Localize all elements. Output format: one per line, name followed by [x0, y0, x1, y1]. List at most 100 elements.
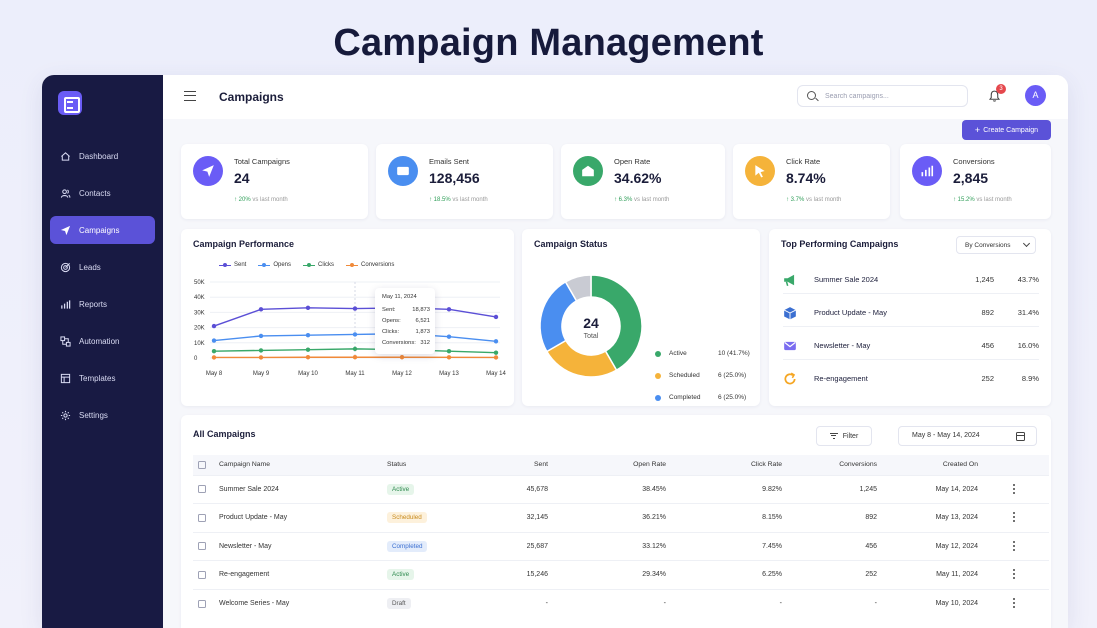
- more-options-icon[interactable]: [1012, 598, 1015, 609]
- sidebar-item-contacts[interactable]: Contacts: [50, 179, 155, 207]
- legend-item[interactable]: Conversions: [346, 262, 394, 268]
- data-point[interactable]: [446, 334, 452, 339]
- column-header-open-rate[interactable]: Open Rate: [548, 455, 666, 475]
- cell-campaign-name[interactable]: Re-engagement: [219, 560, 387, 589]
- cell-open-rate: 33.12%: [548, 531, 666, 561]
- search-box[interactable]: [797, 85, 968, 107]
- sidebar-item-dashboard[interactable]: Dashboard: [50, 142, 155, 170]
- donut-slice-active[interactable]: [590, 274, 643, 372]
- avatar[interactable]: A: [1025, 85, 1046, 106]
- filter-button[interactable]: Filter: [816, 426, 872, 446]
- data-point[interactable]: [446, 348, 452, 354]
- top-campaign-row[interactable]: Re-engagement 252 8.9%: [783, 365, 1039, 393]
- data-point[interactable]: [258, 348, 264, 353]
- legend-item[interactable]: Opens: [258, 262, 291, 268]
- data-point[interactable]: [211, 338, 217, 343]
- bar-chart-icon: [912, 156, 942, 186]
- sidebar-item-settings[interactable]: Settings: [50, 401, 155, 429]
- date-range-picker[interactable]: May 8 - May 14, 2024: [898, 426, 1037, 446]
- row-checkbox[interactable]: [198, 599, 206, 608]
- table-row[interactable]: Newsletter - May Completed 25,687 33.12% 7.4…: [193, 531, 1049, 561]
- top-campaign-row[interactable]: Summer Sale 2024 1,245 43.7%: [783, 266, 1039, 294]
- data-point[interactable]: [211, 355, 217, 360]
- more-options-icon[interactable]: [1012, 540, 1015, 552]
- data-point[interactable]: [493, 339, 499, 344]
- data-point[interactable]: [352, 306, 358, 311]
- table-row[interactable]: Re-engagement Active 15,246 29.34% 6.25% 252 M…: [193, 560, 1049, 589]
- row-checkbox[interactable]: [198, 513, 206, 522]
- tooltip-value: 18,873: [412, 307, 430, 313]
- sidebar: Dashboard Contacts Campaigns Leads Reports Au…: [42, 75, 163, 628]
- data-point[interactable]: [305, 347, 311, 352]
- row-checkbox[interactable]: [198, 542, 206, 551]
- cell-click-rate: -: [666, 588, 782, 618]
- data-point[interactable]: [305, 355, 311, 360]
- cell-campaign-name[interactable]: Welcome Series - May: [219, 588, 387, 618]
- more-options-icon[interactable]: [1012, 512, 1015, 523]
- legend-item[interactable]: Sent: [219, 262, 246, 268]
- data-point[interactable]: [211, 323, 217, 329]
- column-header-click-rate[interactable]: Click Rate: [666, 455, 782, 475]
- column-header-status[interactable]: Status: [387, 455, 506, 475]
- more-options-icon[interactable]: [1012, 569, 1015, 580]
- legend-item[interactable]: Clicks: [303, 262, 334, 268]
- table-row[interactable]: Summer Sale 2024 Active 45,678 38.45% 9.82% 1…: [193, 474, 1049, 504]
- tooltip-label: Opens:: [382, 318, 401, 324]
- sidebar-item-label: Dashboard: [79, 151, 119, 161]
- cell-campaign-name[interactable]: Product Update - May: [219, 503, 387, 532]
- top-campaign-row[interactable]: Product Update - May 892 31.4%: [783, 299, 1039, 327]
- more-options-icon[interactable]: [1012, 483, 1015, 495]
- cell-campaign-name[interactable]: Summer Sale 2024: [219, 474, 387, 504]
- column-header-name[interactable]: Campaign Name: [219, 455, 387, 475]
- y-tick-label: 30K: [194, 310, 205, 316]
- stat-change-value: 15.2%: [957, 197, 975, 203]
- top-campaign-row[interactable]: Newsletter - May 456 16.0%: [783, 332, 1039, 360]
- row-checkbox[interactable]: [198, 485, 206, 494]
- cell-campaign-name[interactable]: Newsletter - May: [219, 531, 387, 561]
- tooltip-value: 6,521: [415, 318, 430, 324]
- stat-change: ↑ 20% vs last month: [234, 197, 288, 203]
- data-point[interactable]: [352, 346, 358, 352]
- cursor-icon: [745, 156, 775, 186]
- target-icon: [59, 261, 71, 273]
- row-checkbox[interactable]: [198, 570, 206, 579]
- calendar-icon: [1016, 432, 1025, 441]
- data-point[interactable]: [446, 355, 452, 360]
- table-row[interactable]: Product Update - May Scheduled 32,145 36.21…: [193, 503, 1049, 532]
- data-point[interactable]: [258, 355, 264, 360]
- sidebar-item-templates[interactable]: Templates: [50, 364, 155, 392]
- stat-card: Open Rate 34.62% ↑ 6.3% vs last month: [561, 144, 725, 219]
- data-point[interactable]: [352, 355, 358, 360]
- data-point[interactable]: [305, 333, 311, 338]
- table-row[interactable]: Welcome Series - May Draft - - - - May 10, 202…: [193, 588, 1049, 618]
- app-logo[interactable]: [58, 91, 82, 115]
- menu-icon[interactable]: [184, 91, 196, 101]
- data-point[interactable]: [258, 307, 264, 312]
- search-input[interactable]: [825, 90, 963, 103]
- sidebar-item-leads[interactable]: Leads: [50, 253, 155, 281]
- data-point[interactable]: [305, 305, 311, 311]
- x-tick-label: May 10: [298, 371, 318, 377]
- data-point[interactable]: [399, 355, 405, 360]
- data-point[interactable]: [493, 350, 499, 355]
- data-point[interactable]: [493, 355, 499, 360]
- users-icon: [59, 187, 71, 199]
- sidebar-item-campaigns[interactable]: Campaigns: [50, 216, 155, 244]
- status-value: 6 (25.0%): [718, 372, 747, 379]
- data-point[interactable]: [211, 348, 217, 354]
- create-campaign-button[interactable]: + Create Campaign: [962, 120, 1051, 140]
- column-header-created-on[interactable]: Created On: [877, 455, 978, 475]
- data-point[interactable]: [446, 307, 452, 312]
- data-point[interactable]: [352, 332, 358, 337]
- data-point[interactable]: [258, 333, 264, 339]
- sidebar-item-reports[interactable]: Reports: [50, 290, 155, 318]
- select-all-checkbox[interactable]: [198, 460, 206, 469]
- donut-slice-draft[interactable]: [564, 274, 592, 302]
- app-window: Dashboard Contacts Campaigns Leads Reports Au…: [42, 75, 1068, 628]
- sidebar-item-automation[interactable]: Automation: [50, 327, 155, 355]
- date-range-label: May 8 - May 14, 2024: [912, 432, 980, 439]
- data-point[interactable]: [493, 314, 499, 320]
- column-header-sent[interactable]: Sent: [506, 455, 548, 475]
- column-header-conversions[interactable]: Conversions: [782, 455, 877, 475]
- sort-select[interactable]: By Conversions: [956, 236, 1036, 254]
